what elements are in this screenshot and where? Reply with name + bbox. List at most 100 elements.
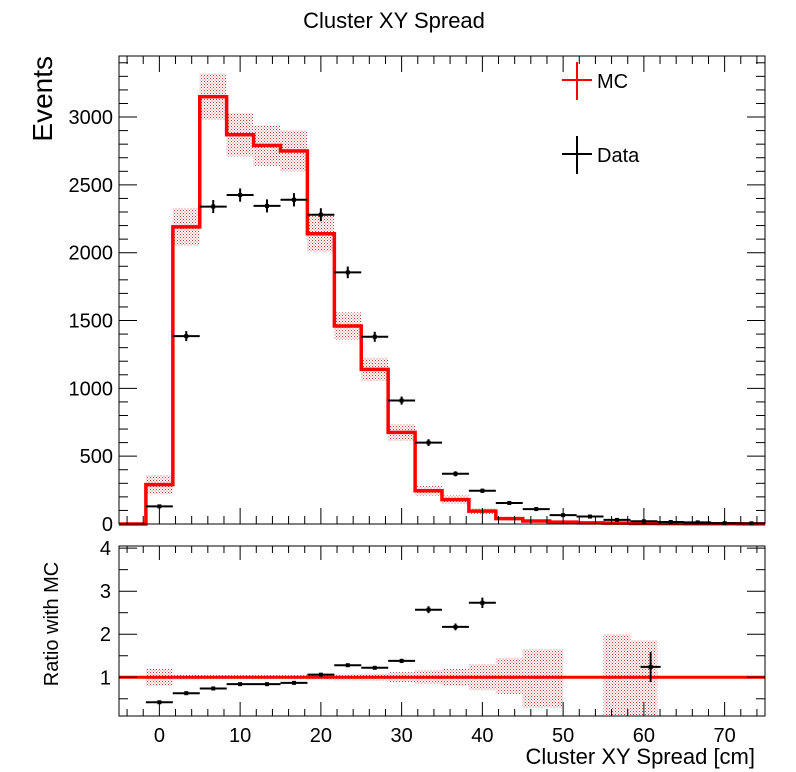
y-tick-label: 1500 <box>69 311 114 333</box>
chart-title: Cluster XY Spread <box>303 8 485 33</box>
y-tick-label: 0 <box>102 514 113 536</box>
ratio-point <box>172 691 200 696</box>
ratio-panel: 1 2 3 4 0 10 20 30 40 50 60 70 Ratio with MC Clust… <box>41 538 766 769</box>
y-tick-label: 500 <box>80 446 113 468</box>
legend-item-mc: MC <box>562 62 628 100</box>
data-point <box>388 396 416 405</box>
ratio-point-marker <box>372 665 377 670</box>
mc-histogram-line <box>119 94 765 526</box>
ratio-point <box>640 651 661 682</box>
ratio-point <box>253 682 281 687</box>
data-point <box>684 520 712 525</box>
data-point <box>522 507 550 512</box>
x-tick-label: 50 <box>552 725 574 747</box>
data-point <box>172 331 200 342</box>
data-point-marker <box>588 514 593 519</box>
ratio-y-axis-label: Ratio with MC <box>41 562 63 686</box>
ratio-point-marker <box>453 624 458 629</box>
ratio-y-tick-label: 4 <box>100 538 111 560</box>
ratio-point <box>334 663 362 668</box>
ratio-point <box>361 665 389 670</box>
x-tick-label: 20 <box>310 725 332 747</box>
data-point-marker <box>318 212 323 217</box>
ratio-point-marker <box>648 664 653 669</box>
ratio-x-axis: 0 10 20 30 40 50 60 70 <box>126 546 758 747</box>
data-point <box>145 504 173 509</box>
ratio-plot-frame <box>118 545 766 717</box>
data-point-marker <box>265 203 270 208</box>
ratio-point-marker <box>318 672 323 677</box>
data-point-marker <box>507 500 512 505</box>
x-axis-label: Cluster XY Spread [cm] <box>526 744 755 769</box>
data-point <box>334 266 362 279</box>
ratio-data-points <box>145 597 661 705</box>
ratio-point-marker <box>291 680 296 685</box>
y-tick-label: 1000 <box>69 378 114 400</box>
ratio-y-tick-label: 1 <box>100 667 111 689</box>
ratio-point <box>388 658 416 664</box>
ratio-point-marker <box>265 682 270 687</box>
data-point <box>307 208 335 222</box>
data-point-marker <box>291 197 296 202</box>
data-point-marker <box>668 519 673 524</box>
data-point <box>495 500 523 505</box>
ratio-point-marker <box>399 658 404 663</box>
data-point-marker <box>345 270 350 275</box>
y-tick-label: 2500 <box>69 175 114 197</box>
data-point-marker <box>184 334 189 339</box>
ratio-point <box>199 686 227 691</box>
ratio-point-marker <box>426 607 431 612</box>
data-point-marker <box>534 507 539 512</box>
data-point-marker <box>426 440 431 445</box>
data-point <box>361 331 389 342</box>
data-point-marker <box>238 193 243 198</box>
y-tick-label: 3000 <box>69 107 114 129</box>
x-tick-label: 40 <box>471 725 493 747</box>
legend: MC Data <box>562 62 640 174</box>
mc-uncertainty-band <box>145 73 765 524</box>
ratio-y-tick-label: 3 <box>100 581 111 603</box>
ratio-point <box>468 597 496 608</box>
data-point <box>226 188 254 202</box>
data-point-marker <box>157 504 162 509</box>
legend-mc-label: MC <box>597 71 628 93</box>
x-tick-label: 30 <box>391 725 413 747</box>
ratio-point-marker <box>211 686 216 691</box>
data-point-marker <box>372 334 377 339</box>
data-point <box>576 514 604 519</box>
data-point-marker <box>480 488 485 493</box>
ratio-point-marker <box>480 600 485 605</box>
ratio-point <box>307 672 335 677</box>
ratio-point <box>442 623 469 631</box>
data-point-marker <box>614 517 619 522</box>
data-point-marker <box>695 520 700 525</box>
top-y-axis-label: Events <box>27 56 58 142</box>
ratio-point-marker <box>184 691 189 696</box>
x-tick-label: 0 <box>154 725 165 747</box>
data-point-marker <box>399 398 404 403</box>
top-panel: 0 500 1000 1500 2000 2500 3000 Events MC Data <box>27 55 766 536</box>
top-x-axis <box>126 56 758 524</box>
top-plot-frame <box>118 55 766 525</box>
data-point <box>468 488 496 493</box>
data-points <box>145 188 765 526</box>
x-tick-label: 10 <box>229 725 251 747</box>
data-point-marker <box>749 521 754 526</box>
ratio-point <box>280 680 308 685</box>
ratio-point-marker <box>238 682 243 687</box>
legend-item-data: Data <box>562 136 640 174</box>
data-point-marker <box>211 204 216 209</box>
data-point <box>280 193 308 207</box>
top-y-axis: 0 500 1000 1500 2000 2500 3000 <box>69 62 765 536</box>
ratio-y-axis: 1 2 3 4 <box>100 538 765 700</box>
ratio-point <box>415 606 442 614</box>
x-tick-label: 60 <box>633 725 655 747</box>
data-point <box>442 471 469 477</box>
ratio-y-tick-label: 2 <box>100 624 111 646</box>
data-point <box>603 517 631 522</box>
legend-data-label: Data <box>597 145 640 167</box>
data-point <box>657 519 685 524</box>
ratio-point <box>226 682 254 687</box>
ratio-band-bin <box>603 634 631 716</box>
ratio-point-marker <box>345 663 350 668</box>
